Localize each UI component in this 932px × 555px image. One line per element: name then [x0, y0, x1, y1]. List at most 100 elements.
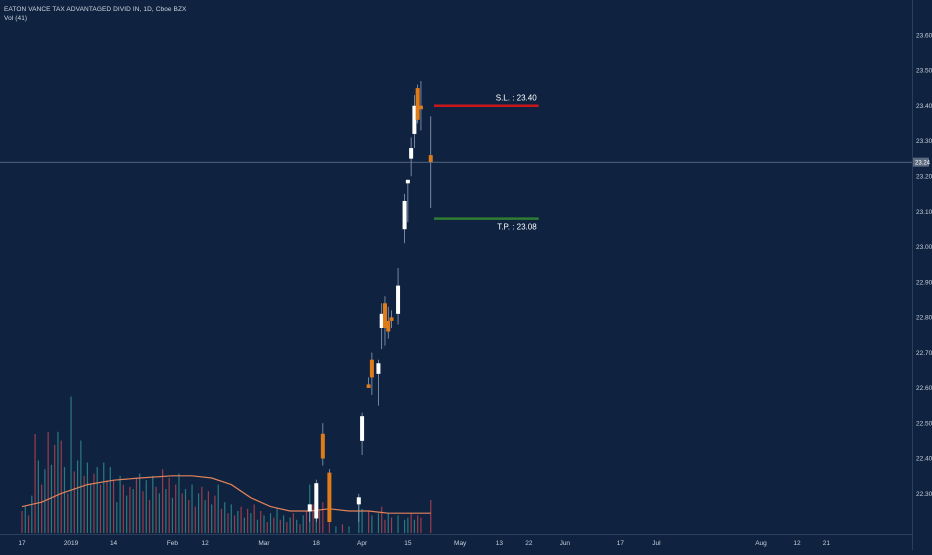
- x-tick-label: Feb: [167, 540, 179, 547]
- volume-bar: [90, 484, 92, 533]
- volume-bar: [230, 504, 232, 533]
- volume-bar: [106, 480, 108, 533]
- candle-down: [320, 423, 325, 466]
- volume-bar: [34, 434, 36, 533]
- volume-bar: [152, 475, 154, 533]
- candle-down: [327, 469, 332, 522]
- x-tick-label: Apr: [357, 540, 368, 547]
- volume-bar: [191, 484, 193, 533]
- candles: [307, 81, 433, 522]
- volume-bar: [220, 508, 223, 533]
- volume-ma-line: [21, 475, 431, 514]
- candle-down: [386, 306, 391, 339]
- volume-bar: [184, 489, 187, 533]
- volume-bar: [27, 515, 30, 533]
- candle-down: [389, 310, 394, 328]
- volume-bar: [24, 506, 26, 533]
- volume-bar: [341, 524, 344, 533]
- volume-bar: [253, 504, 255, 533]
- candle-body: [412, 105, 417, 134]
- volume-bar: [188, 500, 190, 533]
- volume-bar: [387, 513, 389, 533]
- y-tick-label: 23.40: [916, 103, 932, 110]
- volume-bar: [201, 486, 203, 533]
- volume-bar: [381, 506, 383, 533]
- x-axis: 17 2019 14 Feb 12 Mar 18 Apr 15 May 13 22 Jun 17 Jul Au…: [18, 540, 830, 547]
- volume-bar: [67, 493, 69, 533]
- volume-bar: [168, 478, 170, 533]
- volume-bar: [292, 513, 295, 533]
- volume-bar: [420, 517, 422, 533]
- volume-bar: [158, 493, 160, 533]
- volume-bar: [322, 502, 324, 533]
- volume-bar: [377, 513, 380, 533]
- x-tick-label: Jun: [560, 540, 571, 547]
- volume-bar: [240, 506, 242, 533]
- symbol-title[interactable]: EATON VANCE TAX ADVANTAGED DIVID IN, 1D,…: [4, 6, 187, 13]
- volume-bar: [73, 471, 75, 533]
- volume-bar: [99, 484, 102, 533]
- y-tick-label: 23.20: [916, 173, 932, 180]
- volume-bar: [103, 462, 105, 533]
- volume-bar: [348, 526, 350, 533]
- volume-bar: [83, 475, 85, 533]
- volume-bar: [417, 515, 419, 533]
- volume-bar: [256, 519, 259, 533]
- volume-bar: [279, 519, 281, 533]
- x-tick-label: 2019: [64, 540, 79, 547]
- volume-bar: [299, 524, 301, 533]
- volume-bar: [142, 491, 144, 533]
- y-tick-label: 22.90: [916, 279, 932, 286]
- x-tick-label: 14: [110, 540, 118, 547]
- y-tick-label: 22.70: [916, 350, 932, 357]
- volume-bar: [197, 493, 200, 533]
- volume-bar: [361, 508, 363, 533]
- volume-bar: [76, 460, 79, 533]
- take-profit-label: T.P. : 23.08: [497, 223, 537, 232]
- volume-bar: [407, 517, 409, 533]
- volume-bar: [60, 440, 62, 533]
- y-tick-label: 22.30: [916, 491, 932, 498]
- volume-bar: [250, 513, 252, 533]
- volume-bar: [129, 486, 131, 533]
- volume-bar: [289, 517, 291, 533]
- candle-body: [409, 148, 414, 159]
- volume-bar: [286, 522, 288, 533]
- candle-down: [382, 296, 387, 346]
- y-tick-label: 22.50: [916, 420, 932, 427]
- volume-bar: [162, 469, 164, 533]
- volume-bar: [403, 519, 406, 533]
- x-tick-label: 17: [18, 540, 26, 547]
- volume-bar: [119, 475, 121, 533]
- volume-bar: [116, 502, 118, 533]
- volume-bar: [54, 445, 56, 533]
- candle-body: [320, 433, 325, 459]
- candle-up: [396, 268, 401, 325]
- candle-up: [307, 504, 312, 522]
- volume-bar: [273, 517, 275, 533]
- x-tick-label: 12: [202, 540, 210, 547]
- chart-legend: EATON VANCE TAX ADVANTAGED DIVID IN, 1D,…: [4, 5, 187, 23]
- x-tick-label: 15: [404, 540, 412, 547]
- candle-up: [409, 137, 414, 177]
- volume-bar: [122, 484, 124, 533]
- candle-body: [382, 303, 387, 328]
- volume-bar: [243, 517, 245, 533]
- volume-bar: [390, 517, 393, 533]
- volume-bar: [126, 495, 128, 533]
- volume-bar: [276, 508, 278, 533]
- volume-bar: [214, 495, 216, 533]
- y-tick-label: 22.60: [916, 385, 932, 392]
- volume-bar: [397, 515, 399, 533]
- volume-bar: [247, 508, 249, 533]
- volume-bar: [175, 484, 177, 533]
- y-tick-label: 23.50: [916, 68, 932, 75]
- volume-indicator-title[interactable]: Vol (41): [4, 15, 28, 22]
- volume-bar: [283, 515, 285, 533]
- candle-body: [369, 359, 374, 378]
- volume-bar: [211, 504, 213, 533]
- trade-levels: S.L. : 23.40 T.P. : 23.08: [434, 94, 539, 232]
- volume-bar: [318, 511, 321, 533]
